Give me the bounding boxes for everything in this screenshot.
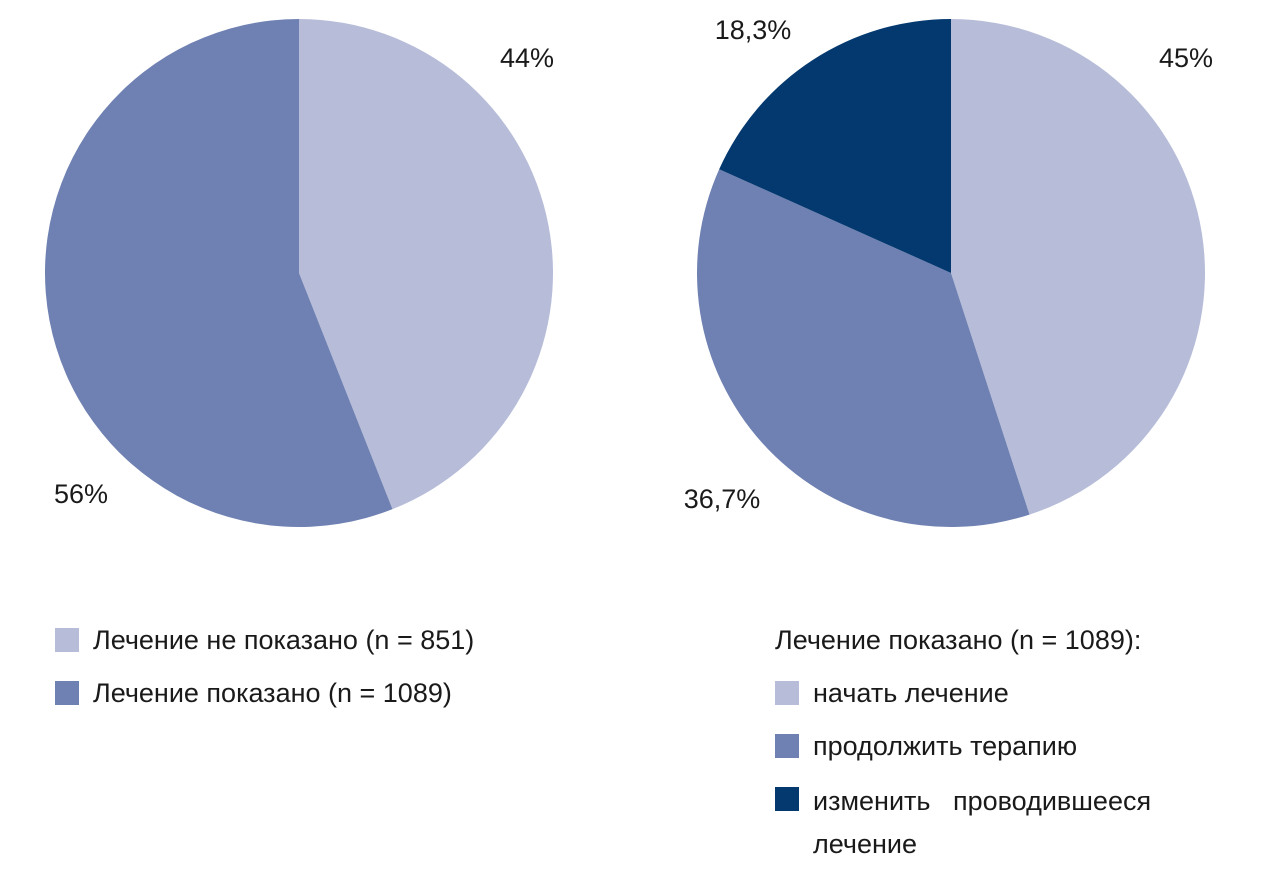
legend-item: изменить проводившееся лечение — [775, 786, 1213, 866]
pie-slice-0-1 — [45, 19, 393, 527]
slice-label-continue-therapy: 36,7% — [684, 484, 761, 514]
legend-left: Лечение не показано (n = 851) Лечение по… — [55, 627, 474, 733]
slice-label-change-treatment: 18,3% — [715, 15, 792, 45]
legend-label: Лечение не показано (n = 851) — [93, 625, 475, 655]
legend-swatch-medium — [775, 734, 799, 758]
legend-right: Лечение показано (n = 1089): начать лече… — [775, 627, 1213, 892]
legend-swatch-light — [775, 681, 799, 705]
legend-label: продолжить терапию — [813, 731, 1078, 761]
pie-slice-1-1 — [697, 169, 1030, 528]
legend-item: начать лечение — [775, 680, 1213, 707]
legend-item: Лечение не показано (n = 851) — [55, 627, 474, 654]
legend-label: Лечение показано (n = 1089) — [93, 678, 452, 708]
legend-label: изменить проводившееся лечение — [813, 786, 1159, 860]
legend-title: Лечение показано (n = 1089): — [775, 625, 1142, 655]
legend-swatch-dark — [775, 787, 799, 811]
legend-swatch-medium — [55, 681, 79, 705]
slice-label-start-treatment: 45% — [1159, 43, 1213, 73]
pie-slice-1-2 — [719, 18, 951, 273]
legend-item: продолжить терапию — [775, 733, 1213, 760]
pie-slice-1-0 — [951, 19, 1205, 515]
pie-chart-right — [697, 18, 1205, 528]
pie-slice-0-0 — [299, 19, 554, 510]
legend-swatch-light — [55, 628, 79, 652]
pie-chart-left — [45, 19, 554, 527]
slice-label-indicated: 56% — [54, 479, 108, 509]
slice-label-not-indicated: 44% — [500, 43, 554, 73]
legend-label: начать лечение — [813, 678, 1009, 708]
legend-item: Лечение показано (n = 1089) — [55, 680, 474, 707]
pie-charts: 44% 56% 45% 36,7% 18,3% — [45, 15, 1213, 528]
